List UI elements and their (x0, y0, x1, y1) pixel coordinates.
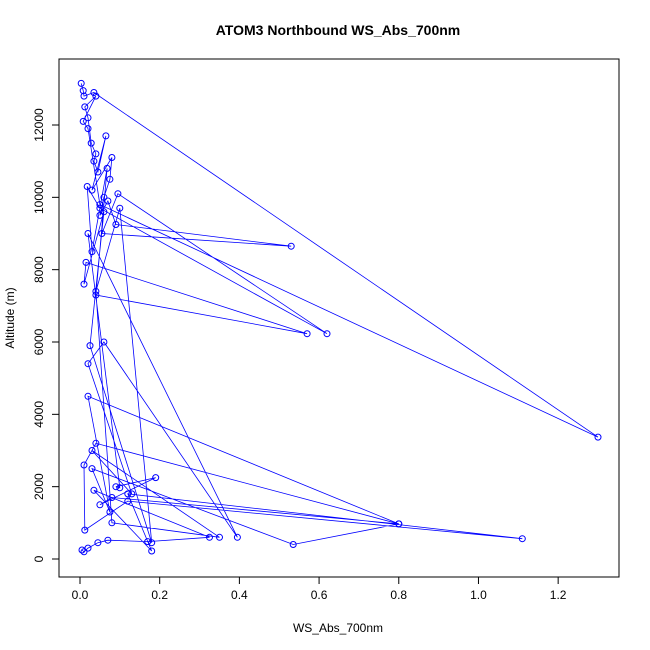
series-line (80, 83, 599, 553)
data-point (152, 474, 160, 482)
x-tick-label: 0.6 (311, 588, 328, 602)
x-tick-label: 1.2 (550, 588, 567, 602)
data-point (287, 242, 295, 250)
y-tick-label: 2000 (32, 473, 46, 500)
data-point (96, 204, 104, 212)
x-tick-label: 1.0 (470, 588, 487, 602)
x-tick-label: 0.2 (151, 588, 168, 602)
data-point (84, 230, 92, 237)
data-point (108, 519, 116, 527)
data-point (128, 490, 136, 498)
data-point (90, 89, 98, 96)
data-point (79, 117, 87, 125)
data-point (96, 201, 104, 209)
data-point (88, 447, 96, 454)
data-point (84, 125, 92, 133)
data-point (86, 342, 94, 350)
data-point (84, 114, 92, 122)
data-point (594, 433, 602, 441)
data-point (112, 221, 120, 228)
data-point (116, 484, 124, 492)
data-point (102, 132, 110, 140)
data-point (88, 465, 96, 473)
data-point (90, 486, 98, 494)
data-point (84, 544, 92, 552)
data-point (100, 338, 108, 346)
data-point (233, 533, 241, 541)
data-point (83, 183, 91, 190)
data-point (108, 154, 116, 161)
data-point (84, 360, 92, 368)
y-tick-label: 6000 (32, 328, 46, 355)
data-point (82, 258, 90, 266)
data-point (80, 548, 88, 556)
data-point (94, 168, 102, 176)
data-point (77, 79, 85, 87)
data-point (395, 520, 403, 528)
data-point (88, 248, 96, 256)
data-point (84, 392, 92, 400)
data-point (87, 139, 95, 147)
data-point (100, 208, 108, 216)
data-point (92, 92, 100, 100)
data-point (144, 538, 152, 546)
data-point (92, 291, 100, 299)
data-point (103, 164, 111, 172)
y-tick-label: 10000 (32, 180, 46, 214)
data-point (80, 280, 88, 288)
data-point (116, 204, 124, 212)
data-point (104, 197, 112, 205)
data-point (108, 494, 116, 501)
data-point (114, 190, 122, 198)
data-point (92, 150, 100, 158)
y-axis-label: Altitude (m) (3, 287, 17, 348)
chart-title: ATOM3 Northbound WS_Abs_700nm (216, 22, 461, 38)
data-point (92, 439, 100, 447)
data-point (94, 539, 102, 547)
data-point (303, 330, 311, 338)
data-point (88, 186, 96, 194)
data-point (90, 157, 98, 165)
data-point (148, 539, 156, 547)
data-point (148, 547, 156, 555)
x-axis: 0.0 0.2 0.4 0.6 0.8 1.0 1.2 (72, 576, 567, 602)
data-point (124, 497, 132, 505)
plot-area (77, 79, 602, 556)
data-point (216, 533, 223, 541)
data-point (100, 193, 108, 201)
data-point (96, 501, 104, 509)
data-point (80, 92, 88, 100)
x-tick-label: 0.8 (390, 588, 407, 602)
y-tick-label: 0 (32, 555, 46, 562)
data-point (323, 330, 331, 338)
x-axis-label: WS_Abs_700nm (293, 621, 383, 635)
data-point (104, 536, 112, 544)
data-point (518, 535, 526, 543)
data-point (106, 175, 114, 183)
y-tick-label: 12000 (32, 108, 46, 142)
x-tick-label: 0.0 (72, 588, 89, 602)
data-point (206, 533, 213, 541)
data-point (81, 103, 89, 111)
data-point (80, 461, 88, 469)
y-axis: 0 2000 4000 6000 8000 10000 12000 (32, 108, 60, 562)
data-point (92, 287, 100, 295)
x-tick-label: 0.4 (231, 588, 248, 602)
data-point (112, 483, 120, 491)
data-point (98, 230, 106, 237)
data-point (81, 526, 89, 534)
data-point (124, 490, 132, 498)
y-tick-label: 4000 (32, 401, 46, 428)
data-point (96, 211, 104, 219)
y-tick-label: 8000 (32, 256, 46, 283)
data-point (289, 541, 297, 548)
data-point (106, 508, 114, 516)
data-point (78, 546, 86, 554)
